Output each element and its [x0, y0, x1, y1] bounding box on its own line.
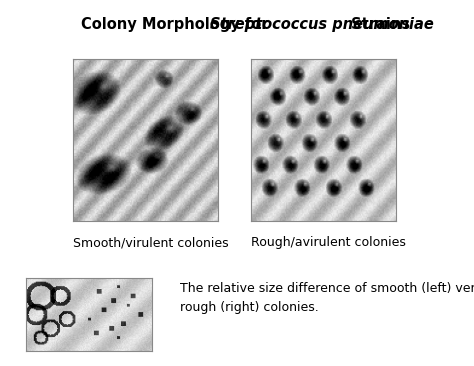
- Text: Smooth/virulent colonies: Smooth/virulent colonies: [73, 236, 229, 249]
- Text: Streptococcus pneumoniae: Streptococcus pneumoniae: [210, 17, 434, 32]
- Text: The relative size difference of smooth (left) versus
rough (right) colonies.: The relative size difference of smooth (…: [180, 282, 474, 314]
- Text: Rough/avirulent colonies: Rough/avirulent colonies: [251, 236, 406, 249]
- Text: Colony Morphology for: Colony Morphology for: [82, 17, 274, 32]
- Text: Strains: Strains: [346, 17, 410, 32]
